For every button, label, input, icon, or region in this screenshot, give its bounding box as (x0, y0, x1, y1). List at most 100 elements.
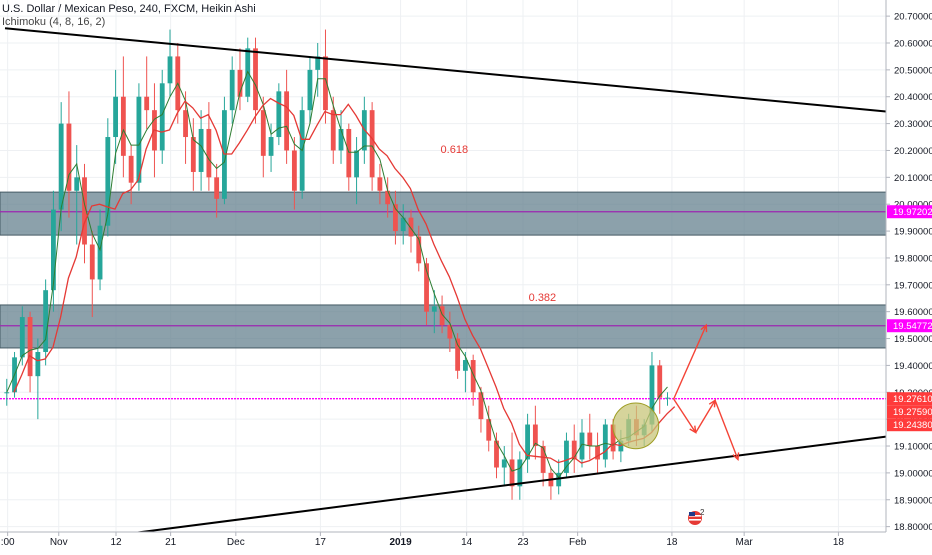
time-tick-label: Nov (50, 537, 68, 548)
candle-body (315, 56, 321, 70)
price-tick-label: 20.50000 (894, 65, 932, 76)
candle-body (97, 225, 103, 280)
chart-legend: U.S. Dollar / Mexican Peso, 240, FXCM, H… (2, 3, 256, 29)
price-label-bg (887, 418, 932, 432)
kijun-line (13, 97, 676, 464)
symbol-title[interactable]: U.S. Dollar / Mexican Peso, 240, FXCM, H… (2, 3, 256, 15)
candle-body (120, 96, 126, 156)
highlight-ellipse (612, 402, 660, 450)
price-tick-label: 19.40000 (894, 361, 932, 372)
candle-body (338, 128, 344, 151)
candle-body (190, 137, 196, 172)
candle-body (253, 48, 258, 111)
price-tick-label: 19.60000 (894, 307, 932, 318)
candle-body (229, 69, 235, 111)
candle-body (260, 110, 266, 156)
annotations: 0.618 0.382 (441, 144, 740, 461)
price-tick-label: 18.90000 (894, 495, 932, 506)
time-tick-label: Mar (736, 537, 754, 548)
candle-body (43, 290, 49, 352)
price-tick-label: 20.30000 (894, 119, 932, 130)
candle-body (159, 83, 165, 151)
candle-body (571, 440, 577, 460)
price-tick-label: 19.70000 (894, 280, 932, 291)
price-label: 19.54772 (893, 321, 932, 332)
forecast-arrowhead (700, 323, 708, 333)
candle-body (439, 306, 445, 326)
candle-body (377, 177, 383, 191)
candle-body (354, 150, 359, 178)
time-tick-label: 14 (461, 537, 473, 548)
candle-body (268, 137, 274, 156)
candle-body (128, 155, 134, 183)
candle-body (657, 365, 663, 398)
time-tick-label: :00 (1, 537, 15, 548)
fib-label: 0.382 (529, 292, 557, 304)
candle-body (74, 177, 80, 191)
price-label: 19.27610 (893, 394, 932, 405)
candle-body (167, 56, 173, 84)
price-tick-label: 19.80000 (894, 253, 932, 264)
candle-body (595, 446, 600, 460)
forecast-arrowhead (708, 398, 716, 408)
price-tick-label: 19.10000 (894, 442, 932, 453)
candle-body (291, 150, 297, 191)
candle-body (144, 96, 150, 111)
candle-body (183, 110, 188, 138)
svg-text:2: 2 (700, 508, 705, 517)
trendline (4, 435, 887, 551)
candle-body (462, 360, 468, 371)
candle-body (307, 69, 313, 111)
candle-body (393, 204, 398, 232)
candle-body (4, 392, 10, 394)
candle-body (517, 459, 523, 487)
candle-body (470, 360, 476, 393)
candle-body (649, 365, 655, 425)
candle-body (431, 306, 437, 312)
time-tick-label: 23 (517, 537, 529, 548)
candle-body (486, 419, 492, 441)
forecast-arrowhead (689, 425, 697, 434)
candle-body (136, 96, 142, 183)
time-tick-label: Feb (569, 537, 587, 548)
candle-body (58, 123, 64, 210)
support-resistance-zones (0, 191, 887, 349)
candle-body (214, 177, 220, 199)
indicator-label[interactable]: Ichimoku (4, 8, 16, 2) (2, 16, 106, 28)
candle-body (105, 137, 111, 226)
price-tick-label: 20.00000 (894, 200, 932, 211)
candle-body (113, 96, 119, 138)
price-label-bg (887, 319, 932, 333)
candle-body (19, 317, 25, 358)
events-icon[interactable]: 2 (688, 508, 705, 525)
forecast-arrow (673, 324, 707, 400)
time-tick-label: 18 (666, 537, 678, 548)
price-tick-label: 20.20000 (894, 146, 932, 157)
candle-body (385, 190, 391, 205)
forecast-arrowhead (732, 452, 740, 461)
candle-body (416, 236, 422, 264)
price-label-bg (887, 205, 932, 219)
candle-body (540, 446, 546, 473)
time-tick-label: 12 (110, 537, 122, 548)
price-axis: 20.70000 20.60000 20.50000 20.40000 20.30000… (885, 0, 932, 550)
candle-body (424, 263, 429, 312)
trendline (4, 27, 887, 113)
candle-body (525, 424, 530, 460)
trendlines (4, 27, 887, 551)
tenkan-line (6, 70, 668, 479)
candle-body (579, 432, 585, 460)
price-tick-label: 19.90000 (894, 227, 932, 238)
candle-body (501, 459, 507, 468)
candle-body (323, 56, 328, 111)
candle-body (532, 424, 538, 447)
candle-body (478, 392, 484, 420)
price-label: 19.97202 (893, 207, 932, 218)
time-tick-label: 21 (165, 537, 177, 548)
time-tick-label: Dec (227, 537, 245, 548)
forecast-arrow (714, 400, 739, 460)
candle-body (35, 351, 41, 377)
grid (0, 0, 886, 532)
